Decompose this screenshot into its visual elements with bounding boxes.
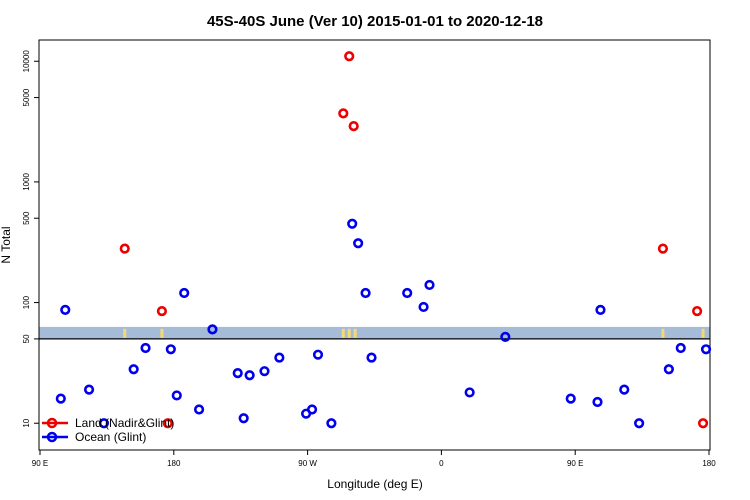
data-point: [634, 418, 645, 429]
data-point: [193, 404, 205, 415]
legend: Land (Nadir&Glint) Ocean (Glint): [42, 416, 174, 444]
plot-frame: [38, 39, 711, 451]
y-axis-label: N Total: [0, 226, 13, 263]
data-point: [697, 418, 709, 429]
y-tick-label: 1000: [22, 172, 31, 190]
data-point: [83, 384, 95, 395]
legend-ocean-label: Ocean (Glint): [75, 430, 146, 444]
data-point: [366, 352, 377, 363]
x-tick-label: 90 W: [298, 459, 317, 468]
data-point: [500, 331, 511, 342]
land-mark: [160, 328, 164, 338]
data-point: [595, 304, 606, 315]
data-point: [274, 352, 285, 363]
land-mark: [661, 328, 665, 338]
land-series: [119, 51, 709, 429]
data-point: [344, 51, 355, 62]
chart-title: 45S-40S June (Ver 10) 2015-01-01 to 2020…: [207, 13, 543, 30]
data-point: [565, 393, 576, 404]
x-axis-label: Longitude (deg E): [327, 477, 422, 491]
data-point: [360, 287, 371, 299]
legend-land-marker: [46, 417, 58, 429]
y-tick-label: 50: [22, 334, 31, 343]
land-mark: [123, 328, 127, 338]
land-band: [39, 326, 710, 339]
y-tick-label: 5000: [22, 88, 31, 106]
data-point: [98, 418, 110, 429]
x-tick-label: 90 E: [32, 459, 48, 468]
land-mark: [353, 328, 357, 338]
data-point: [244, 370, 255, 381]
y-axis: 10 50 100 500 1000 5000 10000: [22, 50, 39, 428]
data-point: [326, 418, 337, 429]
y-tick-label: 10: [22, 418, 31, 427]
data-point: [60, 304, 71, 315]
land-mark: [347, 328, 351, 338]
data-point: [353, 238, 364, 249]
land-mark: [341, 328, 345, 338]
x-tick-label: 90 E: [567, 459, 583, 468]
y-tick-label: 10000: [22, 50, 31, 73]
data-point: [418, 301, 429, 313]
data-point: [55, 393, 66, 404]
data-point: [663, 364, 674, 375]
data-point: [657, 243, 669, 254]
data-point: [259, 366, 270, 377]
data-point: [338, 108, 349, 119]
data-point: [232, 368, 243, 379]
data-point: [179, 287, 190, 299]
land-mark: [701, 328, 705, 338]
data-point: [156, 305, 168, 317]
ocean-series: [55, 218, 712, 429]
y-tick-label: 500: [22, 211, 31, 225]
data-point: [424, 279, 435, 291]
legend-ocean-marker: [46, 431, 58, 443]
data-point: [348, 121, 359, 132]
data-point: [128, 364, 139, 375]
data-point: [700, 344, 712, 355]
data-point: [692, 305, 703, 317]
data-point: [171, 390, 182, 401]
x-tick-label: 0: [439, 459, 444, 468]
data-point: [238, 413, 249, 424]
data-point: [402, 287, 413, 299]
land-marks: [123, 328, 705, 338]
data-point: [675, 342, 686, 354]
data-point: [165, 344, 176, 355]
y-tick-label: 100: [22, 295, 31, 309]
x-tick-label: 180: [167, 459, 181, 468]
data-point: [119, 243, 130, 254]
data-point: [464, 387, 475, 398]
data-point: [140, 342, 151, 354]
data-point: [592, 396, 603, 408]
data-point: [619, 384, 630, 395]
data-point: [312, 349, 324, 360]
data-point: [306, 404, 318, 415]
legend-land-label: Land (Nadir&Glint): [75, 416, 174, 430]
x-axis: 90 E 180 90 W 0 90 E 180: [32, 450, 716, 468]
data-point: [347, 218, 358, 229]
x-tick-label: 180: [702, 459, 716, 468]
data-point: [162, 418, 173, 429]
data-point: [207, 324, 218, 335]
